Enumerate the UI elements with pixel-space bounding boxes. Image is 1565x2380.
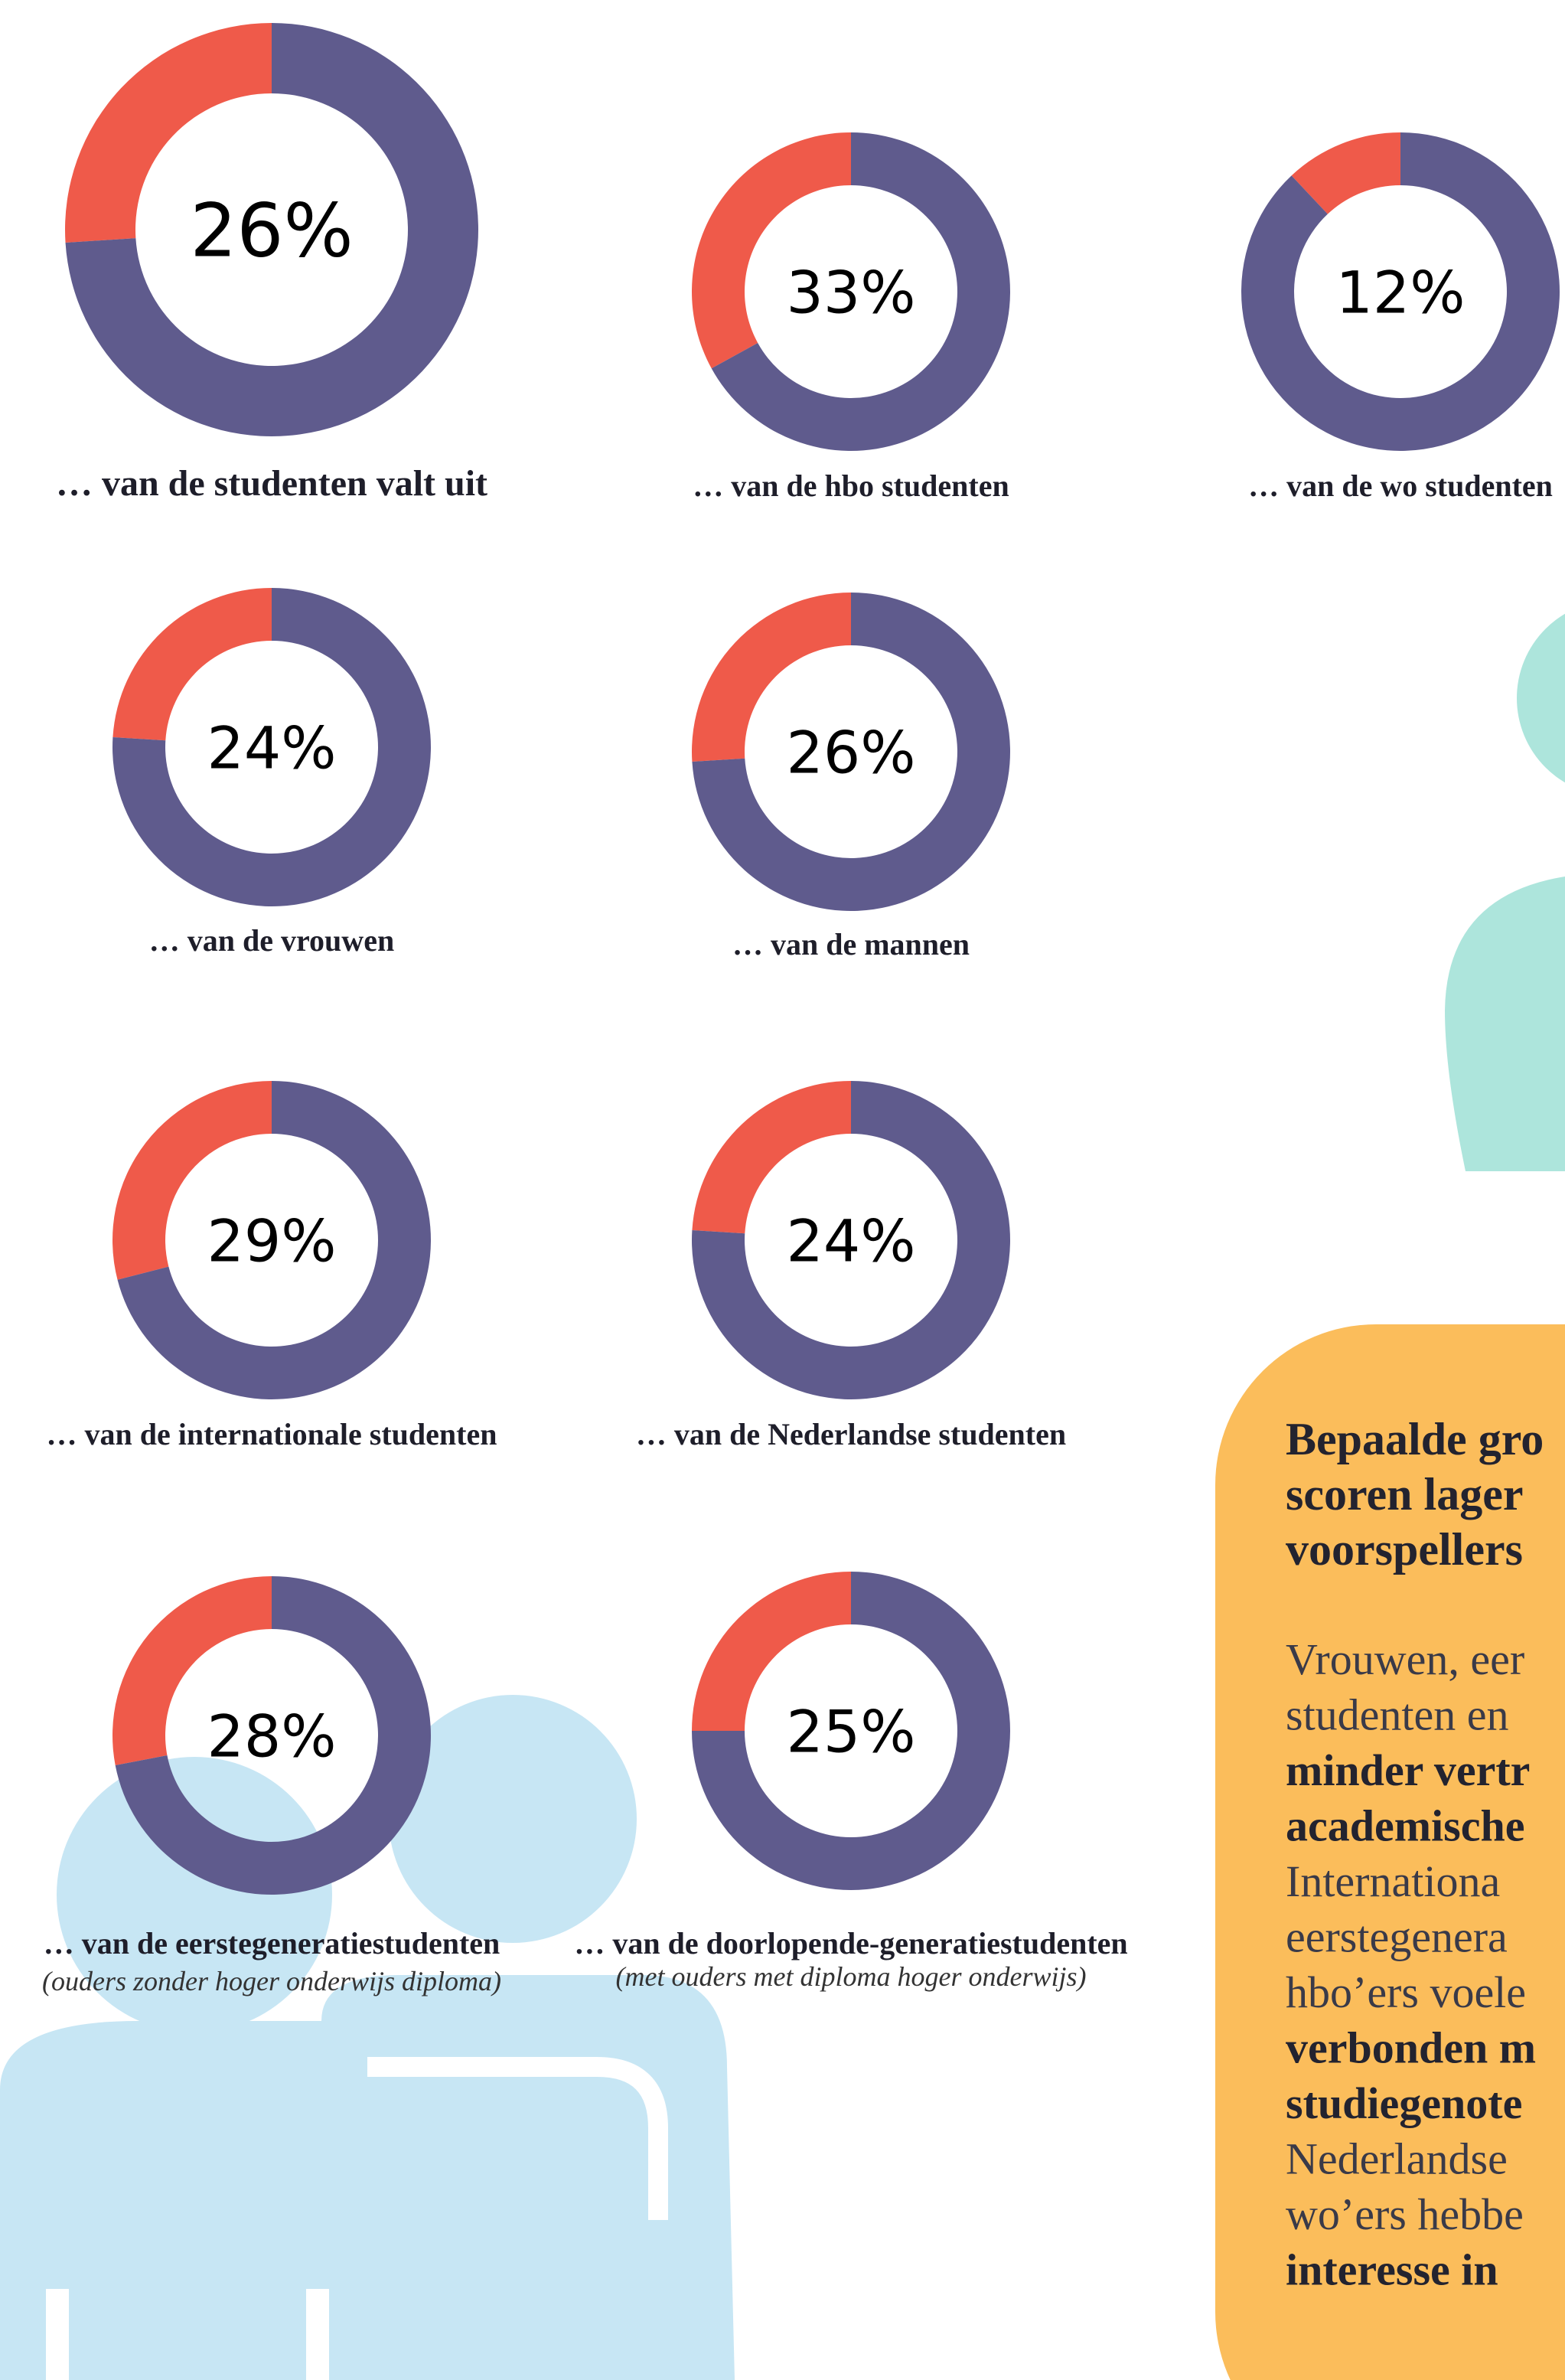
donut-chart: 12% … van de wo studenten [1241,132,1560,503]
page: Bepaalde groscoren lagervoorspellers Vrou… [0,0,1565,2380]
panel-line: Vrouwen, eer [1286,1634,1524,1684]
panel-line: academische [1286,1801,1525,1851]
donut-chart: 33% … van de hbo studenten [692,132,1010,503]
panel-line: minder vertr [1286,1745,1530,1795]
chart-caption: … van de Nederlandse studenten [636,1417,1066,1451]
panel-line: eerstegenera [1286,1912,1508,1962]
chart-caption: … van de studenten valt uit [56,463,487,504]
chart-subtitle: (ouders zonder hoger onderwijs diploma) [42,1966,501,1996]
panel-line: Nederlandse [1286,2134,1508,2184]
chart-caption: … van de wo studenten [1248,468,1553,503]
panel-line: studenten en [1286,1690,1509,1740]
panel-line: interesse in [1286,2245,1498,2295]
chart-caption: … van de vrouwen [149,923,394,958]
decor-head [1517,600,1565,796]
panel-heading: voorspellers [1286,1524,1523,1575]
value-label: 33% [787,258,916,326]
chart-caption: … van de mannen [732,927,970,961]
chart-caption: … van de hbo studenten [693,468,1009,503]
panel-heading: scoren lager [1286,1469,1523,1520]
value-label: 29% [207,1206,337,1275]
donut-chart: 25% … van de doorlopende-generatiestudent… [574,1572,1127,1992]
value-label: 25% [787,1697,916,1765]
panel-line: wo’ers hebbe [1286,2189,1524,2239]
chart-caption: … van de doorlopende-generatiestudenten [574,1926,1127,1960]
panel-line: Internationa [1286,1856,1500,1906]
decor-person [1445,600,1565,1171]
value-label: 26% [787,718,916,786]
chart-caption: … van de internationale studenten [47,1417,497,1451]
panel-heading: Bepaalde gro [1286,1414,1544,1464]
panel-line: studiegenote [1286,2078,1522,2128]
donut-chart: 29% … van de internationale studenten [47,1081,497,1451]
value-label: 24% [787,1206,916,1275]
decor-body [1445,877,1565,1171]
value-label: 24% [207,713,337,782]
value-label: 12% [1336,258,1466,326]
donut-chart: 24% … van de vrouwen [112,588,431,958]
panel-line: hbo’ers voele [1286,1967,1526,2017]
decor-line [306,2289,329,2380]
decor-line [46,2289,69,2380]
chart-subtitle: (met ouders met diploma hoger onderwijs) [616,1961,1087,1992]
infographic: Bepaalde groscoren lagervoorspellers Vrou… [0,0,1565,2380]
chart-caption: … van de eerstegeneratiestudenten [44,1926,500,1960]
donut-chart: 24% … van de Nederlandse studenten [636,1081,1066,1451]
donut-segment [692,132,851,368]
donut-chart: 26% … van de studenten valt uit [56,23,487,504]
value-label: 26% [190,188,353,274]
panel-line: verbonden m [1286,2023,1536,2073]
value-label: 28% [207,1702,337,1770]
donut-chart: 26% … van de mannen [692,593,1010,961]
